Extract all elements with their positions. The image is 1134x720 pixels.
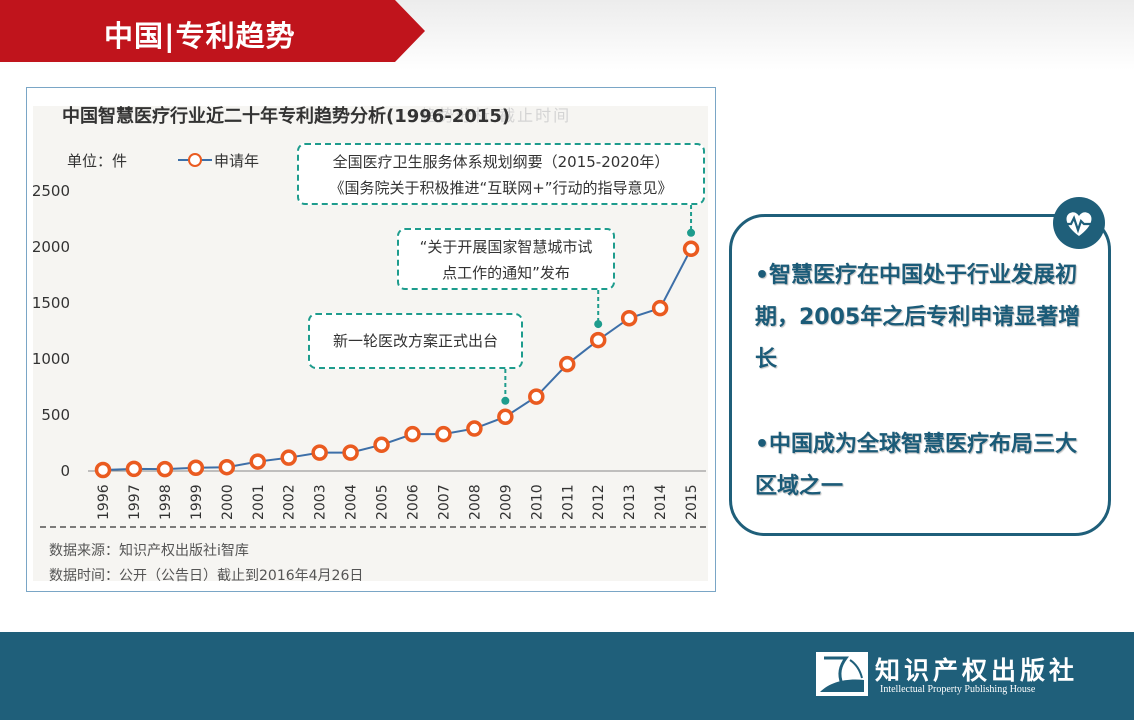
data-point (404, 425, 421, 443)
y-tick-label: 2000 (32, 238, 70, 256)
callout-anchor-dot (501, 396, 510, 405)
y-tick-label: 1500 (32, 294, 70, 312)
y-tick-label: 2500 (32, 182, 70, 200)
data-point (651, 299, 669, 317)
data-point (466, 420, 483, 437)
x-tick-label: 2011 (560, 484, 576, 520)
title-banner (0, 0, 425, 62)
callout-line: 新一轮医改方案正式出台 (332, 332, 498, 350)
publisher-name: 知识产权出版社 (875, 656, 1079, 685)
publisher-name-en: Intellectual Property Publishing House (880, 684, 1036, 695)
x-tick-label: 1997 (127, 484, 143, 520)
x-tick-label: 1996 (96, 484, 112, 520)
callout-line: “关于开展国家智慧城市试 (419, 238, 593, 256)
data-point (156, 460, 174, 478)
data-point (280, 449, 297, 466)
x-tick-label: 2006 (406, 484, 422, 520)
data-point (187, 459, 205, 477)
publisher-logo-icon (816, 652, 868, 696)
x-tick-label: 2010 (529, 484, 545, 520)
footer-bar (0, 632, 1134, 720)
y-tick-label: 1000 (32, 350, 70, 368)
summary-box (729, 214, 1111, 536)
legend-label: 申请年 (214, 151, 260, 170)
slide-title: 中国|专利趋势 (104, 19, 296, 53)
data-point (373, 436, 390, 454)
x-tick-label: 1999 (189, 484, 205, 520)
data-source: 数据来源：知识产权出版社i智库 (49, 543, 249, 559)
x-tick-label: 2012 (591, 484, 607, 520)
data-point (435, 425, 452, 443)
callout-anchor-dot (594, 320, 603, 329)
summary-point: •中国成为全球智慧医疗布局三大区域之一 (755, 432, 1078, 499)
x-tick-label: 2004 (344, 484, 360, 520)
unit-label: 单位：件 (67, 152, 128, 170)
data-point (311, 444, 328, 461)
y-tick-label: 500 (41, 406, 70, 424)
data-point (620, 309, 638, 327)
faded-overlay-text: 趋势分析 截止时间 (420, 106, 572, 125)
callout-line: 全国医疗卫生服务体系规划纲要（2015-2020年） (332, 153, 670, 171)
callout-anchor-dot (687, 228, 696, 237)
callout-smart-city-2012: “关于开展国家智慧城市试 点工作的通知”发布 (397, 228, 615, 290)
y-tick-label: 0 (60, 462, 70, 480)
x-tick-label: 2003 (313, 484, 329, 520)
x-tick-label: 2007 (436, 484, 452, 520)
data-point (218, 458, 236, 476)
heart-pulse-icon (1053, 197, 1105, 249)
data-point (497, 408, 514, 426)
x-tick-label: 1998 (158, 484, 174, 520)
x-tick-label: 2002 (282, 484, 298, 520)
data-point (94, 461, 112, 479)
callout-line: 《国务院关于积极推进“互联网+”行动的指导意见》 (329, 179, 673, 197)
legend-line-marker-icon (178, 153, 212, 167)
data-date: 数据时间：公开（公告日）截止到2016年4月26日 (49, 568, 364, 584)
callout-policy-2015: 全国医疗卫生服务体系规划纲要（2015-2020年） 《国务院关于积极推进“互联… (297, 143, 705, 205)
callout-reform-2009: 新一轮医改方案正式出台 (308, 313, 523, 369)
data-point (559, 355, 576, 373)
x-tick-label: 2005 (375, 484, 391, 520)
x-tick-label: 2015 (684, 484, 700, 520)
x-tick-label: 2001 (251, 484, 267, 520)
summary-point: •智慧医疗在中国处于行业发展初期，2005年之后专利申请显著增长 (755, 263, 1081, 372)
data-point (125, 460, 143, 478)
data-point (589, 331, 607, 349)
x-tick-label: 2000 (220, 484, 236, 520)
data-point (682, 240, 700, 258)
x-tick-label: 2009 (498, 484, 514, 520)
x-tick-label: 2008 (467, 484, 483, 520)
chart-legend: 申请年 (178, 150, 259, 170)
callout-line: 点工作的通知”发布 (442, 264, 570, 282)
data-point (528, 388, 545, 405)
x-tick-label: 2013 (622, 484, 638, 520)
x-tick-label: 2014 (653, 484, 669, 520)
data-point (342, 444, 359, 461)
chart-title: 中国智慧医疗行业近二十年专利趋势分析(1996-2015) (62, 106, 511, 127)
data-point (249, 453, 266, 470)
